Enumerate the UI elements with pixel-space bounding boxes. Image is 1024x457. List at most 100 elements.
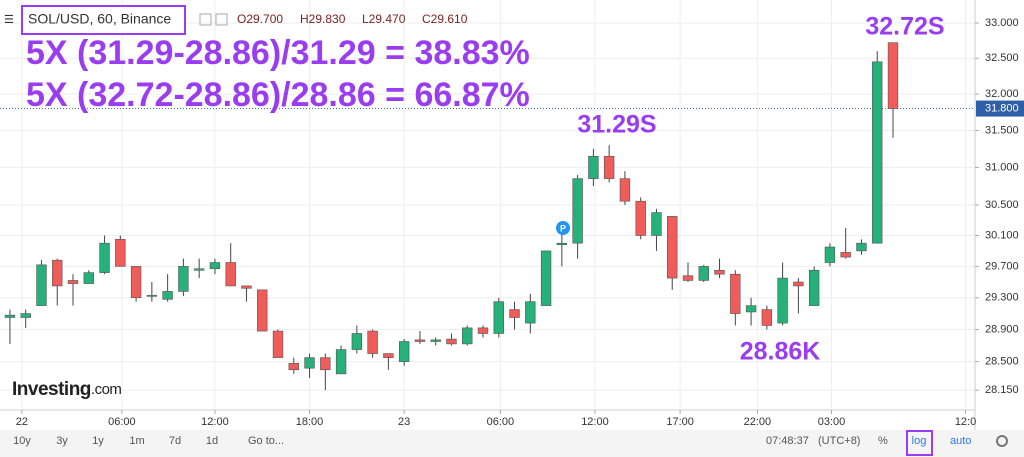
y-tick-label: 30.100 <box>985 229 1019 241</box>
candle-body[interactable] <box>761 309 773 326</box>
candle-body[interactable] <box>808 269 820 306</box>
candle-body[interactable] <box>793 281 804 287</box>
toolbar-bg <box>0 430 1024 457</box>
candle-body[interactable] <box>477 327 489 334</box>
candle-body[interactable] <box>667 216 678 279</box>
candle-body[interactable] <box>730 273 741 314</box>
x-tick-label: 06:00 <box>487 416 515 428</box>
logo-main: Investing <box>12 379 91 400</box>
candle-body[interactable] <box>556 242 568 246</box>
candle-body[interactable] <box>588 155 599 179</box>
candle-body[interactable] <box>430 339 441 342</box>
candle-body[interactable] <box>335 349 347 375</box>
ohlc-low: L29.470 <box>362 12 406 26</box>
candle-body[interactable] <box>209 262 221 270</box>
candle-body[interactable] <box>714 269 725 275</box>
candle-body[interactable] <box>20 313 31 318</box>
candle-body[interactable] <box>603 155 615 179</box>
candle-body[interactable] <box>383 353 394 358</box>
candle-body[interactable] <box>651 212 662 236</box>
annotation: 28.86K <box>740 338 821 366</box>
candle-body[interactable] <box>257 289 268 332</box>
candle-body[interactable] <box>493 301 504 334</box>
logo: Investing.com <box>12 379 121 400</box>
candle-body[interactable] <box>162 291 173 300</box>
percent-button[interactable]: % <box>878 435 888 447</box>
candle-body[interactable] <box>178 266 189 292</box>
toolbar: Go to... 07:48:37 (UTC+8) % log auto 10y… <box>13 430 1008 456</box>
candle-body[interactable] <box>856 242 867 252</box>
candle-body[interactable] <box>351 333 363 350</box>
candle-body[interactable] <box>840 252 851 258</box>
eye-icon[interactable] <box>199 13 212 26</box>
candle-body[interactable] <box>367 330 378 354</box>
candle-body[interactable] <box>525 301 536 324</box>
candle-body[interactable] <box>83 272 94 284</box>
candle-body[interactable] <box>241 285 252 289</box>
candle-body[interactable] <box>304 357 315 369</box>
range-button[interactable]: 7d <box>169 435 181 447</box>
settings-icon[interactable] <box>215 13 228 26</box>
candle-body[interactable] <box>272 330 284 358</box>
x-tick-label: 22:00 <box>744 416 772 428</box>
last-price-box <box>976 100 1024 117</box>
x-tick-label: 12:00 <box>201 416 229 428</box>
collapse-icon: ☰ <box>4 14 14 26</box>
range-button[interactable]: 1m <box>129 435 144 447</box>
ohlc-open: O29.700 <box>237 12 283 26</box>
candle-body[interactable] <box>146 295 158 297</box>
timezone[interactable]: (UTC+8) <box>818 435 860 447</box>
annotation: 31.29S <box>577 111 656 139</box>
y-tick-label: 31.500 <box>985 124 1019 136</box>
auto-button[interactable]: auto <box>950 435 971 447</box>
x-tick-label: 23 <box>398 416 410 428</box>
candle-body[interactable] <box>872 61 883 244</box>
candle-body[interactable] <box>115 239 126 267</box>
candle-body[interactable] <box>288 362 299 371</box>
candle-body[interactable] <box>52 259 63 287</box>
candle-body[interactable] <box>99 242 110 273</box>
x-tick-label: 22 <box>16 416 28 428</box>
x-tick-label: 18:00 <box>296 416 324 428</box>
candle-body[interactable] <box>619 178 631 202</box>
annotation: 5X (31.29-28.86)/31.29 = 38.83% <box>26 34 530 72</box>
settings-gear[interactable] <box>996 435 1008 447</box>
log-button[interactable]: log <box>912 435 927 447</box>
candle-body[interactable] <box>777 277 788 324</box>
x-tick-label: 17:00 <box>666 416 694 428</box>
candle-body[interactable] <box>462 327 473 345</box>
candle-body[interactable] <box>4 314 16 318</box>
log-highlight <box>906 430 933 456</box>
candle-body[interactable] <box>130 266 142 299</box>
candle-body[interactable] <box>414 339 426 342</box>
candle-body[interactable] <box>572 178 583 244</box>
range-button[interactable]: 1d <box>206 435 218 447</box>
candle-body[interactable] <box>745 305 757 313</box>
range-button[interactable]: 3y <box>56 435 68 447</box>
candle-body[interactable] <box>682 275 694 281</box>
candle-body[interactable] <box>193 268 205 271</box>
candle-body[interactable] <box>635 200 646 236</box>
x-tick-label: 12:00 <box>581 416 609 428</box>
legend-header: ☰ SOL/USD, 60, Binance O29.700 H29.830 L… <box>4 5 468 35</box>
candle-body[interactable] <box>36 264 47 306</box>
candle-body[interactable] <box>509 309 520 318</box>
x-tick-label: 06:00 <box>108 416 136 428</box>
range-button[interactable]: 1y <box>92 435 104 447</box>
candle-body[interactable] <box>824 246 836 263</box>
goto-button[interactable]: Go to... <box>248 435 284 447</box>
clock: 07:48:37 <box>766 435 809 447</box>
candle-body[interactable] <box>446 338 457 345</box>
candle-body[interactable] <box>398 341 410 362</box>
candle-body[interactable] <box>320 357 331 371</box>
candle-body[interactable] <box>698 266 709 281</box>
marker[interactable] <box>556 221 570 235</box>
candle-body[interactable] <box>225 262 236 287</box>
range-button[interactable]: 10y <box>13 435 31 447</box>
candle-body[interactable] <box>540 250 552 306</box>
candle-body[interactable] <box>887 42 899 109</box>
candle-body[interactable] <box>67 280 79 284</box>
